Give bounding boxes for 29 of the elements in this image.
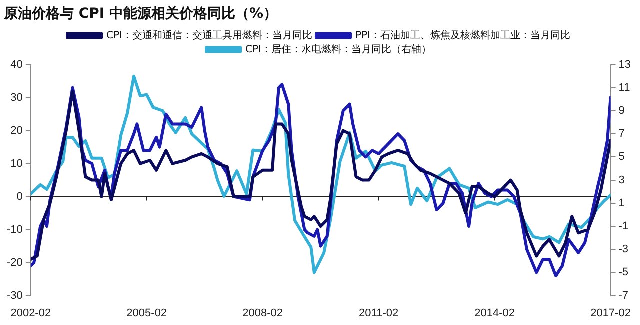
x-tick-label: 2002-02 [10,307,52,320]
y-tick-label: 0 [16,190,23,203]
x-tick-label: 2005-02 [126,307,168,320]
y-tick-label: -10 [6,224,23,236]
y2-tick-label: -3 [618,244,629,256]
legend-label: CPI：交通和通信：交通工具用燃料：当月同比 [106,29,312,42]
y-tick-label: -30 [6,290,23,302]
y2-tick-label: -1 [618,220,629,233]
y-tick-label: 30 [10,92,23,104]
legend-label: CPI：居住：水电燃料：当月同比（右轴） [246,43,432,56]
x-tick-label: 2014-02 [474,307,515,320]
y2-tick-label: 9 [618,105,625,118]
x-tick-label: 2017-02 [590,307,631,320]
chart-title: 原油价格与 CPI 中能源相关价格同比（%） [3,5,278,22]
y2-tick-label: 5 [618,151,625,164]
y2-tick-label: 3 [618,174,625,186]
y-tick-label: 20 [10,124,23,137]
y-tick-label: 40 [10,58,23,71]
x-tick-label: 2008-02 [242,307,284,320]
y2-tick-label: 1 [618,197,625,210]
y-tick-label: -20 [6,256,23,269]
y2-tick-label: 7 [618,128,625,140]
y2-tick-label: -5 [618,266,629,279]
y2-tick-label: -7 [618,290,629,302]
legend-label: PPI：石油加工、炼焦及核燃料加工业：当月同比 [355,29,570,42]
y-tick-label: 10 [10,158,23,170]
y2-tick-label: 11 [618,82,630,94]
y2-tick-label: 13 [618,58,632,71]
x-tick-label: 2011-02 [359,307,399,320]
